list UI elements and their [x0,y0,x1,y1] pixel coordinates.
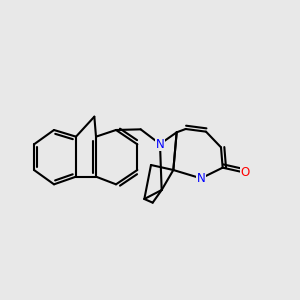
Text: O: O [240,166,250,179]
Text: N: N [156,137,164,151]
Text: N: N [196,172,206,185]
